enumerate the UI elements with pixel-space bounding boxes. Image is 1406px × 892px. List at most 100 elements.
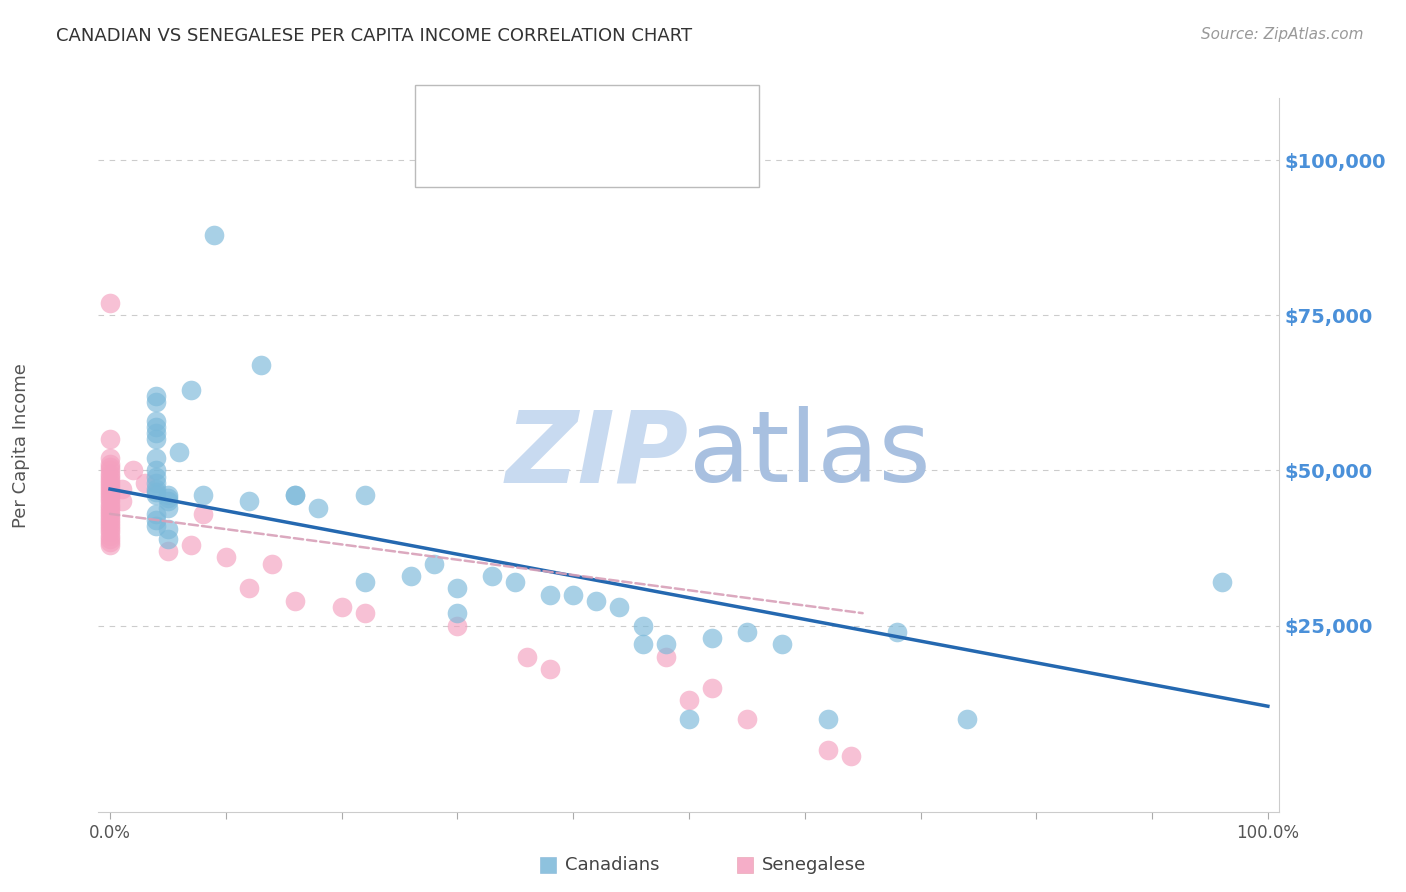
Point [156,488,179,502]
Point [98,538,121,552]
Point [145,488,167,502]
Point [446,618,468,632]
Point [156,532,179,546]
Text: R =: R = [482,105,520,123]
Point [110,494,132,508]
Point [423,557,446,571]
Point [284,593,307,607]
Point [98,296,121,310]
Point [481,569,503,583]
Point [98,519,121,533]
Point [956,712,979,726]
Point [180,538,202,552]
Point [353,488,375,502]
Point [678,712,700,726]
Point [215,550,238,565]
Point [98,528,121,542]
Point [145,414,167,428]
Point [98,513,121,527]
Point [399,569,422,583]
Point [98,475,121,490]
Point [516,649,538,664]
Point [98,494,121,508]
Point [202,227,225,242]
Point [145,463,167,477]
Point [886,624,908,639]
Point [98,450,121,465]
Point [503,575,526,590]
Text: R =: R = [482,152,520,169]
Point [98,504,121,518]
Point [98,463,121,477]
Point [98,507,121,521]
Point [98,525,121,540]
Point [191,488,214,502]
Point [98,457,121,471]
Point [98,510,121,524]
Point [156,494,179,508]
Point [284,488,307,502]
Point [98,500,121,515]
Point [446,606,468,620]
Point [98,460,121,475]
Point [1211,575,1233,590]
Point [145,433,167,447]
Point [145,475,167,490]
Text: atlas: atlas [689,407,931,503]
Point [238,582,260,596]
Point [145,426,167,441]
Point [735,624,758,639]
Point [145,519,167,533]
Text: N = 54: N = 54 [609,105,669,123]
Point [249,358,271,372]
Text: Senegalese: Senegalese [762,856,866,874]
Point [98,516,121,531]
Point [145,420,167,434]
Point [700,631,723,645]
Point [145,395,167,409]
Point [98,532,121,546]
Point [735,712,758,726]
Point [631,618,654,632]
Text: -0.065: -0.065 [530,152,592,169]
Point [145,389,167,403]
Point [98,534,121,549]
Point [678,693,700,707]
Point [180,383,202,397]
Point [538,662,561,676]
Point [98,491,121,506]
Point [145,507,167,521]
Point [98,473,121,487]
Point [156,544,179,558]
Point [156,491,179,506]
Point [262,557,284,571]
Text: Per Capita Income: Per Capita Income [13,364,30,528]
Point [98,498,121,512]
Point [538,588,561,602]
Point [98,522,121,536]
Point [156,500,179,515]
Point [98,469,121,483]
Point [145,482,167,496]
Point [562,588,585,602]
Point [353,606,375,620]
Text: N = 52: N = 52 [609,152,669,169]
Point [156,522,179,536]
Text: CANADIAN VS SENEGALESE PER CAPITA INCOME CORRELATION CHART: CANADIAN VS SENEGALESE PER CAPITA INCOME… [56,27,692,45]
Point [110,482,132,496]
Point [284,488,307,502]
Point [655,649,678,664]
Point [330,599,353,614]
Point [122,463,145,477]
Point [700,681,723,695]
Point [191,507,214,521]
Point [631,637,654,651]
Point [134,475,156,490]
Point [817,742,839,756]
Text: ZIP: ZIP [506,407,689,503]
Point [446,582,468,596]
Point [169,445,191,459]
Text: Canadians: Canadians [565,856,659,874]
Point [655,637,678,651]
Point [839,748,862,763]
